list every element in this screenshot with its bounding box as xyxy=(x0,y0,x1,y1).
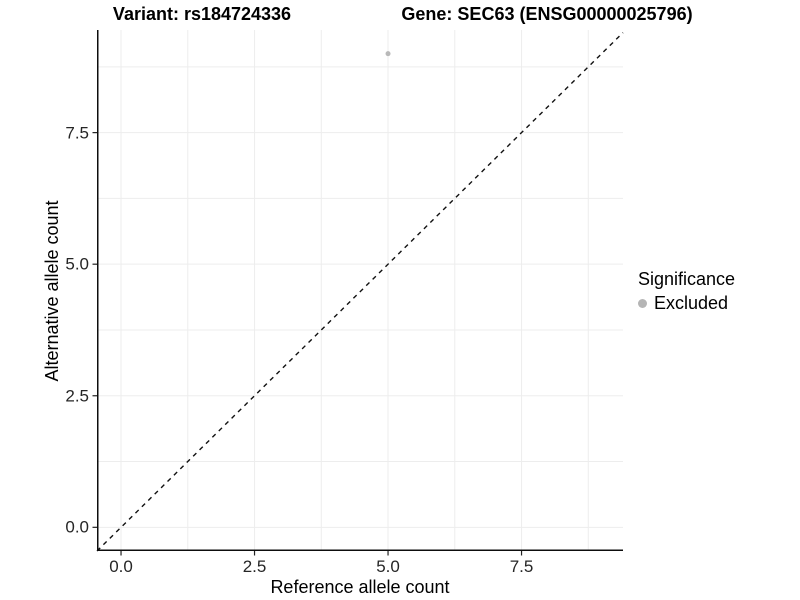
plot-title-variant: Variant: rs184724336 xyxy=(112,4,292,24)
x-tick-label: 2.5 xyxy=(242,557,267,576)
legend-item: Excluded xyxy=(638,293,735,313)
identity-line xyxy=(96,32,624,552)
plot-panel xyxy=(92,30,624,556)
y-tick-label: 7.5 xyxy=(65,123,89,143)
legend: Significance Excluded xyxy=(638,268,735,313)
x-tick-label: 5.0 xyxy=(376,557,400,576)
x-axis-title: Reference allele count xyxy=(270,577,450,597)
legend-item-label: Excluded xyxy=(654,293,729,313)
data-point xyxy=(385,51,391,57)
x-tick-label: 7.5 xyxy=(509,557,534,576)
legend-title: Significance xyxy=(638,269,736,289)
plot-canvas xyxy=(92,30,624,556)
x-tick-label: 0.0 xyxy=(109,557,133,576)
y-tick-label: 0.0 xyxy=(65,517,89,537)
legend-point-icon xyxy=(638,298,647,308)
y-tick-label: 5.0 xyxy=(65,254,89,274)
y-axis-title: Alternative allele count xyxy=(42,199,62,382)
plot-title-gene: Gene: SEC63 (ENSG00000025796) xyxy=(401,4,693,24)
y-tick-label: 2.5 xyxy=(65,386,89,406)
legend-items: Excluded xyxy=(638,293,735,313)
